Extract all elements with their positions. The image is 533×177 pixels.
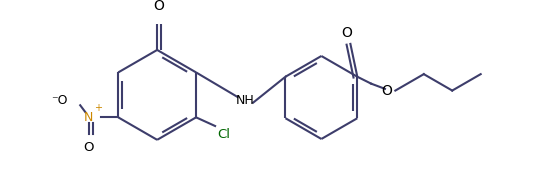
Text: +: + <box>94 103 102 113</box>
Text: O: O <box>84 141 94 154</box>
Text: O: O <box>381 84 392 98</box>
Text: O: O <box>154 0 165 13</box>
Text: N: N <box>84 111 93 124</box>
Text: O: O <box>342 26 352 40</box>
Text: NH: NH <box>236 95 255 107</box>
Text: ⁻O: ⁻O <box>52 95 68 107</box>
Text: Cl: Cl <box>217 128 230 141</box>
